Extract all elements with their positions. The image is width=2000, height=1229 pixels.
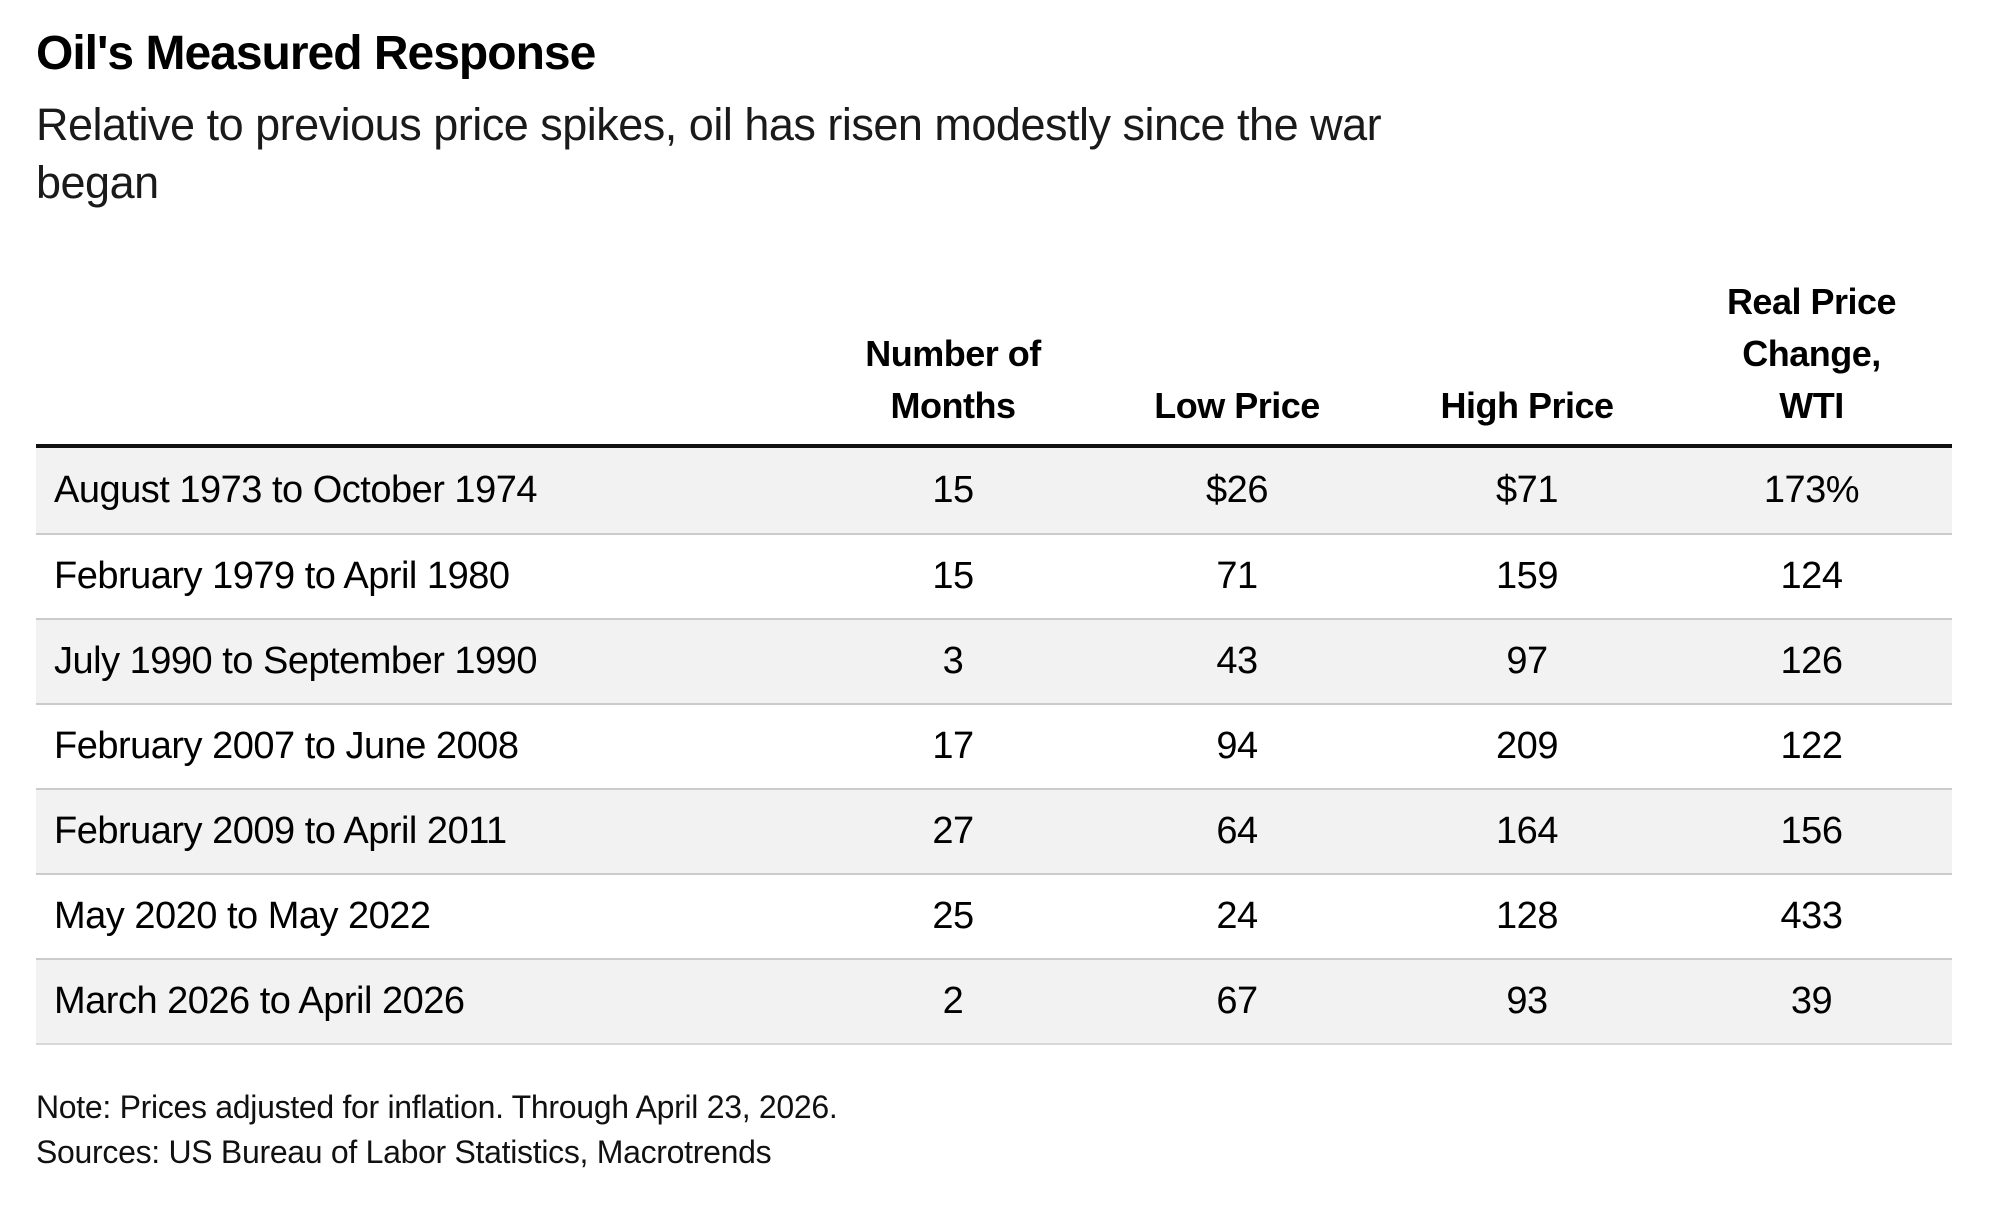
table-row: February 2007 to June 2008 17 94 209 122 xyxy=(36,703,1952,788)
row-high-value: 159 xyxy=(1496,555,1558,597)
row-months-value: 2 xyxy=(942,980,964,1022)
row-change-value: 39 xyxy=(1790,980,1833,1022)
row-high-value: 128 xyxy=(1496,895,1558,937)
table-body: August 1973 to October 1974 15 $26 $71 1… xyxy=(36,444,1952,1045)
row-months-value: 17 xyxy=(932,725,974,767)
row-months-value: 3 xyxy=(942,640,964,682)
row-low-value: 43 xyxy=(1216,640,1258,682)
row-high-value: 164 xyxy=(1496,810,1558,852)
note-line: Note: Prices adjusted for inflation. Thr… xyxy=(36,1089,838,1125)
row-months-value: 15 xyxy=(932,555,974,597)
table-row: August 1973 to October 1974 15 $26 $71 1… xyxy=(36,448,1952,533)
row-change-value: 122 xyxy=(1780,725,1843,767)
row-change-value: 126 xyxy=(1780,640,1843,682)
row-months-value: 15 xyxy=(932,469,974,511)
row-change-value: 156 xyxy=(1780,810,1843,852)
row-period: February 2009 to April 2011 xyxy=(54,810,507,852)
row-high-value: 97 xyxy=(1506,640,1548,682)
row-change-value: 124 xyxy=(1780,555,1843,597)
sources-line: Sources: US Bureau of Labor Statistics, … xyxy=(36,1134,772,1170)
data-table: Number of Months Low Price High Price Re… xyxy=(36,276,1952,1045)
column-header-high: High Price xyxy=(1440,385,1614,426)
table-row: May 2020 to May 2022 25 24 128 433 xyxy=(36,873,1952,958)
row-change-value: 173% xyxy=(1763,469,1860,511)
column-header-months: Number of Months xyxy=(865,333,1041,426)
row-period: May 2020 to May 2022 xyxy=(54,895,431,937)
table-row: March 2026 to April 2026 2 67 93 39 xyxy=(36,958,1952,1043)
subtitle-line-1: Relative to previous price spikes, oil h… xyxy=(36,99,1382,150)
row-period: March 2026 to April 2026 xyxy=(54,980,465,1022)
row-low-value: 67 xyxy=(1216,980,1258,1022)
row-high-value: $71 xyxy=(1496,469,1558,511)
row-high-value: 209 xyxy=(1496,725,1558,767)
subtitle-line-2: began xyxy=(36,157,159,208)
row-low-value: 71 xyxy=(1216,555,1258,597)
chart-subtitle: Relative to previous price spikes, oil h… xyxy=(36,96,1876,212)
row-period: July 1990 to September 1990 xyxy=(54,640,537,682)
table-row: July 1990 to September 1990 3 43 97 126 xyxy=(36,618,1952,703)
row-low-value: 94 xyxy=(1216,725,1258,767)
row-low-value: 64 xyxy=(1216,810,1258,852)
page-title: Oil's Measured Response xyxy=(36,27,596,80)
table-row: February 1979 to April 1980 15 71 159 12… xyxy=(36,533,1952,618)
footnotes: Note: Prices adjusted for inflation. Thr… xyxy=(36,1085,1952,1175)
row-months-value: 27 xyxy=(932,810,974,852)
column-header-period xyxy=(36,432,813,444)
row-months-value: 25 xyxy=(932,895,974,937)
row-change-value: 433 xyxy=(1780,895,1843,937)
row-period: February 2007 to June 2008 xyxy=(54,725,519,767)
row-period: February 1979 to April 1980 xyxy=(54,555,510,597)
row-low-value: 24 xyxy=(1216,895,1258,937)
row-period: August 1973 to October 1974 xyxy=(54,469,537,511)
row-high-value: 93 xyxy=(1506,980,1548,1022)
row-low-value: $26 xyxy=(1206,469,1268,511)
column-header-change: Real Price Change, WTI xyxy=(1726,281,1897,426)
table-header-row: Number of Months Low Price High Price Re… xyxy=(36,276,1952,444)
table-row: February 2009 to April 2011 27 64 164 15… xyxy=(36,788,1952,873)
column-header-low: Low Price xyxy=(1154,385,1320,426)
